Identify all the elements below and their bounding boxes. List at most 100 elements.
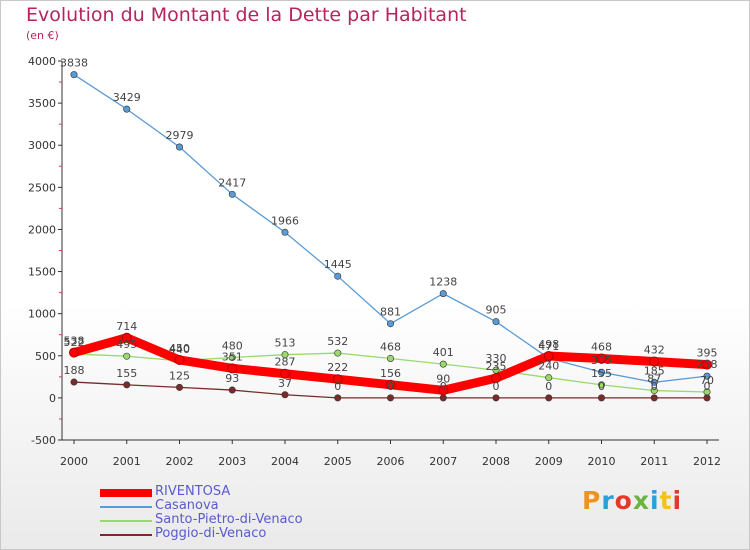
data-label: 498: [538, 338, 559, 351]
data-point: [386, 394, 394, 402]
data-label: 155: [591, 367, 612, 380]
data-point: [650, 378, 658, 386]
data-point: [281, 351, 289, 359]
data-label: 1966: [271, 214, 299, 227]
data-point: [281, 391, 289, 399]
y-tick-label: 1500: [28, 266, 56, 279]
y-tick-label: 0: [49, 392, 56, 405]
data-label: 258: [697, 358, 718, 371]
data-point: [386, 320, 394, 328]
legend-swatch: [100, 534, 152, 536]
data-point: [439, 290, 447, 298]
legend-swatch: [100, 520, 152, 522]
data-point: [439, 394, 447, 402]
x-tick-label: 2001: [113, 455, 141, 468]
brand-letter: i: [672, 486, 683, 515]
data-label: 401: [433, 346, 454, 359]
data-label: 522: [64, 336, 85, 349]
data-point: [650, 394, 658, 402]
data-point: [121, 332, 132, 343]
brand-logo: Proxiti: [582, 486, 682, 515]
data-point: [70, 71, 78, 79]
data-label: 93: [225, 372, 239, 385]
data-label: 222: [327, 361, 348, 374]
data-point: [703, 394, 711, 402]
x-tick-label: 2011: [640, 455, 668, 468]
x-tick-label: 2009: [535, 455, 563, 468]
data-point: [650, 387, 658, 395]
data-label: 1445: [324, 258, 352, 271]
series-line-1: [73, 73, 708, 383]
data-point: [492, 318, 500, 326]
legend-label: RIVENTOSA: [155, 484, 231, 499]
data-label: 1238: [429, 276, 457, 289]
x-tick-label: 2006: [377, 455, 405, 468]
legend-label: Poggio-di-Venaco: [155, 526, 267, 541]
series-points: [69, 71, 712, 402]
data-label: 0: [387, 380, 394, 393]
x-tick-label: 2008: [482, 455, 510, 468]
data-label: 0: [334, 380, 341, 393]
data-label: 156: [380, 367, 401, 380]
y-tick-label: -500: [31, 434, 56, 447]
data-point: [280, 368, 290, 379]
data-label: 155: [116, 367, 137, 380]
y-tick-label: 2500: [28, 181, 56, 194]
legend-swatch: [100, 489, 152, 497]
data-label: 70: [700, 374, 714, 387]
data-label: 188: [64, 364, 85, 377]
x-tick-label: 2004: [271, 455, 299, 468]
data-label: 0: [704, 380, 711, 393]
data-label: 125: [169, 369, 190, 382]
data-label: 0: [545, 380, 552, 393]
data-label: 3838: [60, 57, 88, 70]
data-point: [439, 360, 447, 368]
data-label: 87: [647, 373, 661, 386]
data-label: 440: [169, 343, 190, 356]
data-point: [176, 143, 184, 151]
data-label: 2417: [218, 176, 246, 189]
data-point: [492, 394, 500, 402]
brand-letter: P: [582, 486, 602, 515]
brand-letter: x: [632, 486, 650, 515]
chart-title: Evolution du Montant de la Dette par Hab…: [26, 4, 467, 26]
data-label: 240: [538, 360, 559, 373]
data-label: 0: [598, 380, 605, 393]
data-label: 495: [116, 338, 137, 351]
x-tick-label: 2002: [166, 455, 194, 468]
data-point: [228, 353, 236, 361]
data-point: [123, 105, 131, 113]
y-tick-label: 2000: [28, 223, 56, 236]
legend-label: Casanova: [155, 498, 219, 513]
data-point: [174, 354, 185, 365]
data-point: [597, 394, 605, 402]
data-point: [227, 363, 238, 374]
brand-letter: o: [614, 486, 633, 515]
data-label: 0: [493, 380, 500, 393]
data-point: [702, 359, 712, 370]
y-tick-label: 500: [35, 350, 56, 363]
data-label: 330: [486, 352, 507, 365]
data-label: 480: [222, 339, 243, 352]
data-label: 468: [380, 340, 401, 353]
x-tick-label: 2000: [60, 455, 88, 468]
axes: -500 0 500 1000 1500 2000 2500 3000 3500 4000 2000…: [28, 55, 721, 468]
data-point: [386, 354, 394, 362]
legend-label: Santo-Pietro-di-Venaco: [155, 512, 303, 527]
data-point: [123, 352, 131, 360]
data-label: 235: [486, 360, 507, 373]
legend-swatch: [100, 506, 152, 508]
data-point: [596, 353, 607, 364]
x-tick-label: 2010: [588, 455, 616, 468]
data-label: 450: [169, 342, 190, 355]
data-label: 714: [116, 320, 137, 333]
data-point: [228, 386, 236, 394]
data-label: 305: [591, 354, 612, 367]
x-tick-label: 2003: [218, 455, 246, 468]
data-point: [176, 383, 184, 391]
data-label: 532: [327, 335, 348, 348]
x-tick-label: 2007: [429, 455, 457, 468]
data-label: 513: [275, 337, 296, 350]
data-label: 37: [278, 377, 292, 390]
